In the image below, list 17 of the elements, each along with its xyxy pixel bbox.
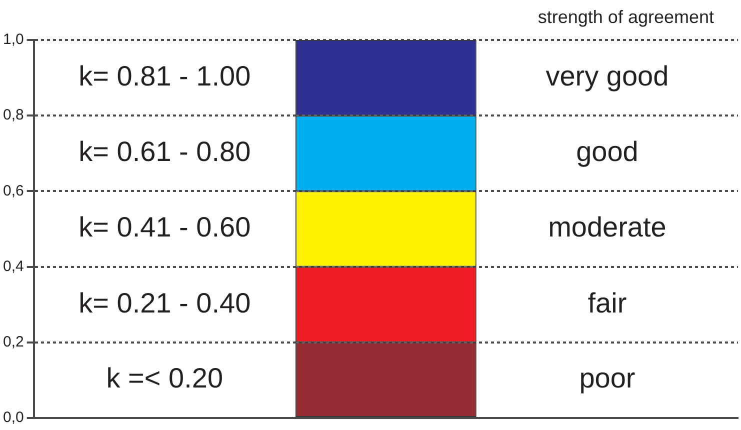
annotation: k= 0.81 - 1.00	[78, 60, 251, 92]
y-tick-label: 0,0	[2, 409, 24, 426]
chart-title: strength of agreement	[538, 6, 714, 27]
annotation: k =< 0.20	[106, 362, 224, 394]
y-tick-label: 0,4	[2, 258, 24, 275]
y-tick-label: 0,6	[2, 182, 24, 200]
text: fair	[588, 287, 627, 318]
y-tick-label: 0,2	[2, 334, 24, 351]
text: moderate	[548, 212, 666, 243]
annotation: k= 0.41 - 0.60	[78, 212, 251, 243]
y-tick-label: 1,0	[2, 31, 24, 48]
text: poor	[579, 362, 636, 394]
annotation: k= 0.61 - 0.80	[78, 136, 251, 168]
y-tick-label: 0,8	[2, 106, 24, 124]
text: good	[576, 136, 638, 168]
text: very good	[546, 60, 669, 92]
annotation: k= 0.21 - 0.40	[78, 287, 251, 318]
